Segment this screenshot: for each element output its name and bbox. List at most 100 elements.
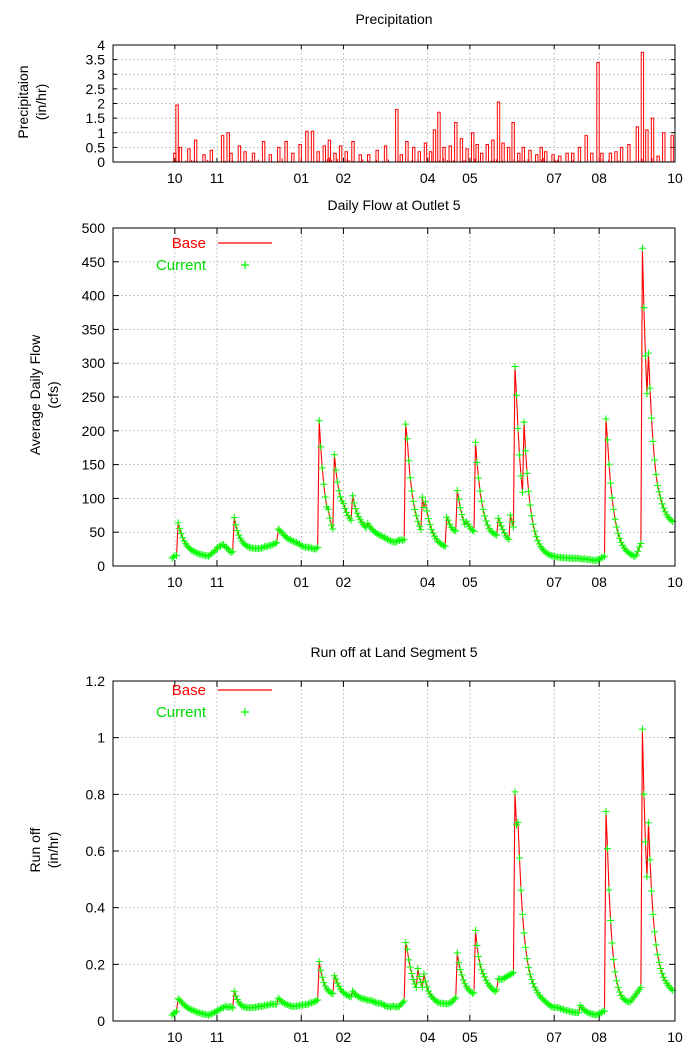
daily-flow-current-point (500, 529, 508, 537)
daily-flow-current-point (188, 546, 196, 554)
daily-flow-current-point (192, 549, 200, 557)
precipitation-bar (284, 141, 288, 162)
daily-flow-current-point (459, 516, 467, 524)
precipitation-bar (454, 122, 458, 162)
daily-flow-current-point (661, 508, 669, 516)
precipitation-bar (506, 146, 511, 162)
runoff-current-point (447, 999, 455, 1007)
runoff-current-point (332, 975, 340, 983)
daily-flow-current-point (314, 543, 322, 551)
daily-flow-current-point (470, 527, 478, 535)
runoff-y-tick-label: 1.2 (86, 673, 106, 689)
daily-flow-current-point (415, 522, 423, 530)
daily-flow-current-point (509, 523, 517, 531)
runoff-current-point (318, 973, 326, 981)
precipitation-y-tick-label: 0 (97, 154, 105, 170)
daily-flow-current-point (664, 513, 672, 521)
runoff-current-point (666, 983, 674, 991)
daily-flow-current-point (473, 458, 481, 466)
daily-flow-current-point (352, 505, 360, 513)
precipitation-bar (344, 151, 348, 162)
daily-flow-current-point (383, 535, 391, 543)
runoff-current-point (604, 845, 612, 853)
daily-flow-current-point (482, 517, 490, 525)
daily-flow-current-point (349, 492, 357, 500)
precipitation-y-axis-label-line1: Precipitaion (15, 65, 31, 138)
runoff-current-point (558, 1005, 566, 1013)
precipitation-bar (584, 135, 588, 162)
precipitation-bar (600, 152, 604, 162)
daily-flow-current-point (648, 414, 656, 422)
daily-flow-current-point (429, 529, 437, 537)
runoff-current-point (649, 910, 657, 918)
runoff-current-point (230, 987, 238, 995)
daily-flow-current-point (306, 543, 314, 551)
runoff-current-point (317, 966, 325, 974)
daily-flow-current-point (600, 552, 608, 560)
daily-flow-current-point (503, 534, 511, 542)
runoff-x-tick-label: 10 (167, 1029, 183, 1045)
runoff-current-point (314, 996, 322, 1004)
daily-flow-chart-title: Daily Flow at Outlet 5 (327, 197, 460, 213)
runoff-current-point (538, 995, 546, 1003)
precipitation-bar (640, 51, 645, 162)
daily-flow-current-point (493, 531, 501, 539)
daily-flow-current-point (170, 553, 178, 561)
precipitation-x-tick-label: 05 (462, 170, 478, 186)
daily-flow-current-point (446, 520, 454, 528)
daily-flow-plot-frame (112, 227, 676, 567)
daily-flow-current-point (649, 437, 657, 445)
daily-flow-current-point (607, 479, 615, 487)
runoff-current-point (585, 1009, 593, 1017)
daily-flow-current-point (526, 501, 534, 509)
precipitation-x-tick-label: 11 (210, 170, 225, 186)
daily-flow-current-point (283, 534, 291, 542)
precipitation-bar (470, 132, 475, 162)
daily-flow-current-point (244, 543, 252, 551)
precipitation-bar (399, 154, 404, 162)
runoff-current-point (487, 983, 495, 991)
daily-flow-current-point (312, 545, 320, 553)
daily-flow-current-point (646, 384, 654, 392)
daily-flow-current-point (449, 525, 457, 533)
runoff-current-point (651, 928, 659, 936)
runoff-current-point (432, 997, 440, 1005)
runoff-current-point (597, 1009, 605, 1017)
daily-flow-current-point (321, 493, 329, 501)
daily-flow-current-point (191, 548, 199, 556)
daily-flow-current-point (210, 547, 218, 555)
precipitation-bar (175, 104, 179, 162)
runoff-current-point (660, 973, 668, 981)
daily-flow-x-tick-label: 08 (591, 574, 607, 590)
runoff-chart-title: Run off at Land Segment 5 (310, 644, 477, 660)
daily-flow-current-point (424, 515, 432, 523)
daily-flow-current-point (336, 493, 344, 501)
runoff-current-point (204, 1011, 212, 1019)
precipitation-bar (327, 139, 332, 162)
daily-flow-current-point (377, 532, 385, 540)
daily-flow-current-point (458, 511, 466, 519)
daily-flow-current-point (657, 494, 665, 502)
daily-flow-x-tick-label: 10 (167, 574, 183, 590)
daily-flow-current-point (434, 537, 442, 545)
daily-flow-current-point (418, 493, 426, 501)
daily-flow-current-point (279, 530, 287, 538)
precipitation-bar (268, 154, 273, 162)
precipitation-y-tick-label: 1.5 (86, 110, 106, 126)
runoff-current-point (641, 838, 649, 846)
daily-flow-current-point (297, 541, 305, 549)
daily-flow-y-tick-label: 50 (89, 524, 105, 540)
daily-flow-current-point (289, 537, 297, 545)
daily-flow-current-point (317, 443, 325, 451)
precipitation-bar (229, 152, 233, 162)
runoff-current-point (411, 980, 419, 988)
daily-flow-current-point (534, 537, 542, 545)
daily-flow-current-point (478, 497, 486, 505)
daily-flow-x-tick-label: 05 (462, 574, 478, 590)
precipitation-y-tick-label: 4 (97, 37, 105, 53)
runoff-current-point (610, 956, 618, 964)
daily-flow-current-point (484, 521, 492, 529)
daily-flow-current-point (499, 526, 507, 534)
runoff-current-point (475, 952, 483, 960)
